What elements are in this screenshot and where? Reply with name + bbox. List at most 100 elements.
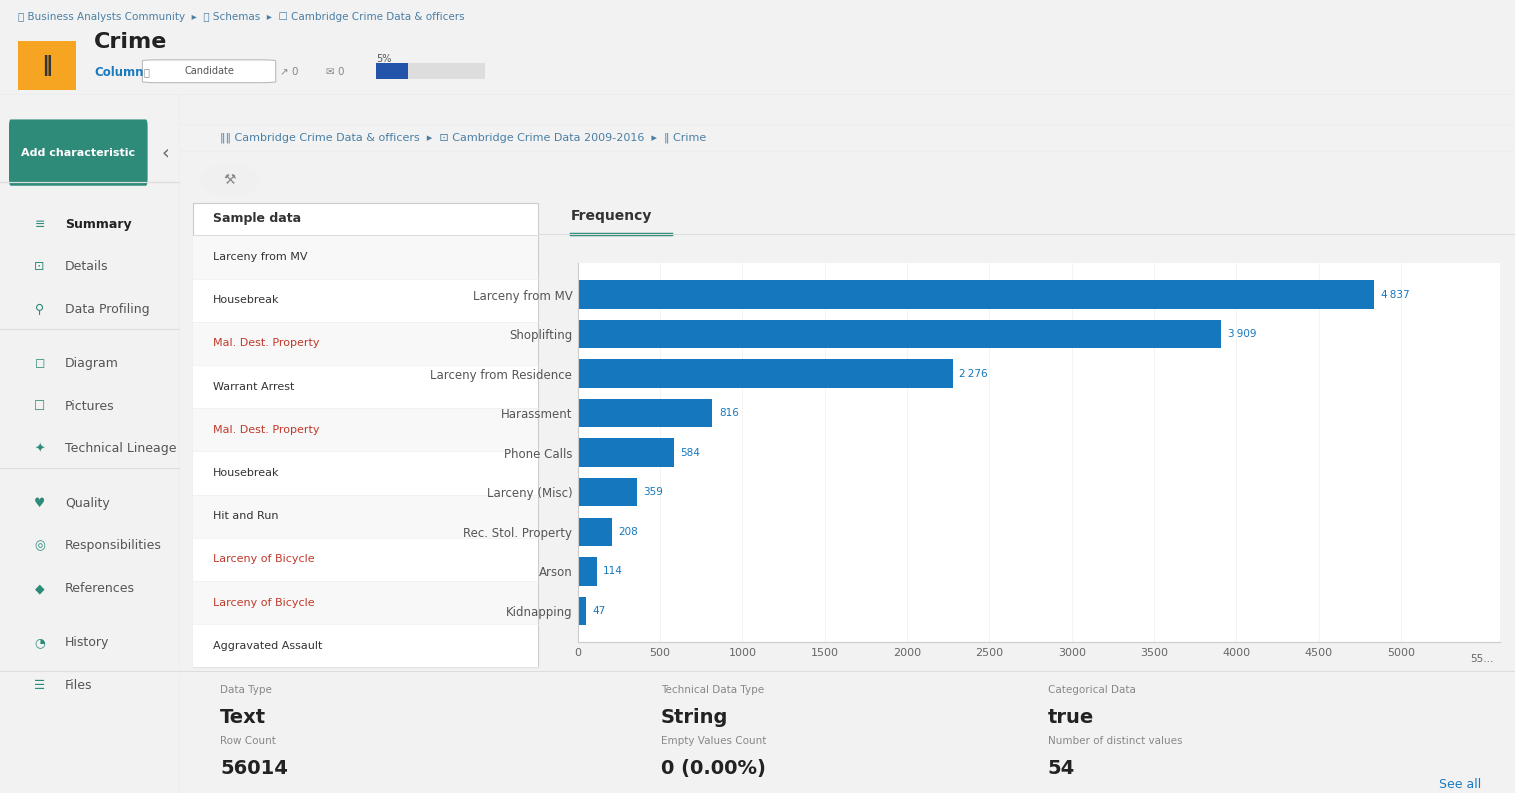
Bar: [577, 281, 1374, 308]
Text: 55...: 55...: [1470, 654, 1494, 665]
Text: Mal. Dest. Property: Mal. Dest. Property: [214, 425, 320, 435]
Text: ◎: ◎: [35, 539, 45, 553]
Text: ⊡: ⊡: [35, 260, 45, 274]
Text: Data Type: Data Type: [220, 684, 271, 695]
Bar: [194, 365, 538, 408]
Text: Larceny of Bicycle: Larceny of Bicycle: [214, 598, 315, 607]
Text: 1 743: 1 743: [871, 369, 900, 378]
Text: ✦: ✦: [35, 442, 45, 455]
Text: ⚲: ⚲: [35, 303, 44, 316]
Text: Summary: Summary: [65, 217, 132, 231]
Text: Technical Data Type: Technical Data Type: [661, 684, 764, 695]
Text: Diagram: Diagram: [65, 357, 118, 370]
Text: ‹: ‹: [162, 144, 170, 163]
Text: Frequency: Frequency: [571, 209, 653, 223]
Text: ⓘ: ⓘ: [144, 67, 150, 77]
Text: 816: 816: [718, 408, 739, 418]
Text: 4 837: 4 837: [1380, 289, 1409, 300]
Text: ↗ 0: ↗ 0: [280, 67, 298, 77]
Text: ◔: ◔: [35, 637, 45, 649]
Bar: [194, 451, 538, 495]
Text: Housebreak: Housebreak: [214, 468, 280, 478]
Text: 3 909: 3 909: [1229, 329, 1256, 339]
Bar: [18, 41, 76, 90]
Text: ☰: ☰: [33, 679, 45, 692]
Text: ♥: ♥: [33, 497, 45, 510]
Text: 2 857: 2 857: [1054, 329, 1083, 339]
Text: 359: 359: [644, 487, 664, 497]
Bar: [577, 478, 636, 507]
Bar: [194, 538, 538, 581]
Text: Text: Text: [220, 708, 267, 727]
Text: Column: Column: [94, 66, 144, 79]
Bar: [194, 203, 538, 668]
Text: Data Profiling: Data Profiling: [65, 303, 150, 316]
Text: Candidate: Candidate: [185, 67, 233, 76]
Text: ≡: ≡: [35, 217, 45, 231]
Text: Details: Details: [65, 260, 108, 274]
Bar: [577, 518, 612, 546]
Text: ‖: ‖: [41, 55, 53, 76]
Bar: [194, 236, 538, 278]
Bar: [194, 278, 538, 322]
Text: 114: 114: [603, 566, 623, 577]
Bar: [194, 322, 538, 365]
Text: ☐: ☐: [33, 400, 45, 413]
Text: ⚒: ⚒: [223, 173, 236, 187]
Bar: [376, 63, 485, 79]
Text: ◆: ◆: [35, 582, 44, 595]
Text: 3 295: 3 295: [1127, 329, 1156, 339]
Text: Row Count: Row Count: [220, 736, 276, 745]
Text: Sample data: Sample data: [214, 212, 301, 225]
Text: Files: Files: [65, 679, 92, 692]
Bar: [577, 596, 586, 625]
Text: 56014: 56014: [220, 759, 288, 778]
Text: Aggravated Assault: Aggravated Assault: [214, 641, 323, 651]
FancyBboxPatch shape: [142, 59, 276, 82]
Text: Larceny of Bicycle: Larceny of Bicycle: [214, 554, 315, 565]
Text: Categorical Data: Categorical Data: [1048, 684, 1136, 695]
Text: ✉ 0: ✉ 0: [326, 67, 344, 77]
Bar: [577, 557, 597, 585]
Text: 🏠 Business Analysts Community  ▸  🏠 Schemas  ▸  ☐ Cambridge Crime Data & officer: 🏠 Business Analysts Community ▸ 🏠 Schema…: [18, 12, 465, 22]
Text: Hit and Run: Hit and Run: [214, 511, 279, 521]
Text: Mal. Dest. Property: Mal. Dest. Property: [214, 339, 320, 348]
Bar: [577, 439, 674, 467]
Text: Technical Lineage: Technical Lineage: [65, 442, 176, 455]
Circle shape: [200, 165, 259, 196]
Text: References: References: [65, 582, 135, 595]
Text: Number of distinct values: Number of distinct values: [1048, 736, 1182, 745]
Bar: [194, 624, 538, 668]
Text: 2 276: 2 276: [959, 369, 988, 378]
Text: 47: 47: [592, 606, 606, 616]
Text: Add characteristic: Add characteristic: [21, 148, 135, 158]
Text: 1 102: 1 102: [767, 369, 794, 378]
Text: Responsibilities: Responsibilities: [65, 539, 162, 553]
FancyBboxPatch shape: [9, 120, 147, 186]
Text: ◻: ◻: [35, 357, 45, 370]
Text: Quality: Quality: [65, 497, 109, 510]
Text: ‖‖ Cambridge Crime Data & officers  ▸  ⊡ Cambridge Crime Data 2009-2016  ▸  ‖ Cr: ‖‖ Cambridge Crime Data & officers ▸ ⊡ C…: [220, 132, 706, 143]
Bar: [194, 495, 538, 538]
Text: 54: 54: [1048, 759, 1076, 778]
Text: 0 (0.00%): 0 (0.00%): [661, 759, 765, 778]
Text: 208: 208: [618, 527, 638, 537]
Text: 5%: 5%: [376, 54, 391, 64]
Bar: [577, 320, 1221, 348]
Text: Housebreak: Housebreak: [214, 295, 280, 305]
Text: 584: 584: [680, 448, 700, 458]
Bar: [577, 399, 712, 427]
Bar: [577, 359, 953, 388]
Text: History: History: [65, 637, 109, 649]
Text: See all: See all: [1439, 778, 1482, 791]
Text: Empty Values Count: Empty Values Count: [661, 736, 767, 745]
Bar: [194, 581, 538, 624]
Text: Crime: Crime: [94, 32, 167, 52]
Text: Pictures: Pictures: [65, 400, 115, 413]
Text: Larceny from MV: Larceny from MV: [214, 252, 308, 262]
Bar: [194, 408, 538, 451]
Bar: [376, 63, 409, 79]
Text: Warrant Arrest: Warrant Arrest: [214, 381, 295, 392]
Text: String: String: [661, 708, 729, 727]
Text: true: true: [1048, 708, 1094, 727]
